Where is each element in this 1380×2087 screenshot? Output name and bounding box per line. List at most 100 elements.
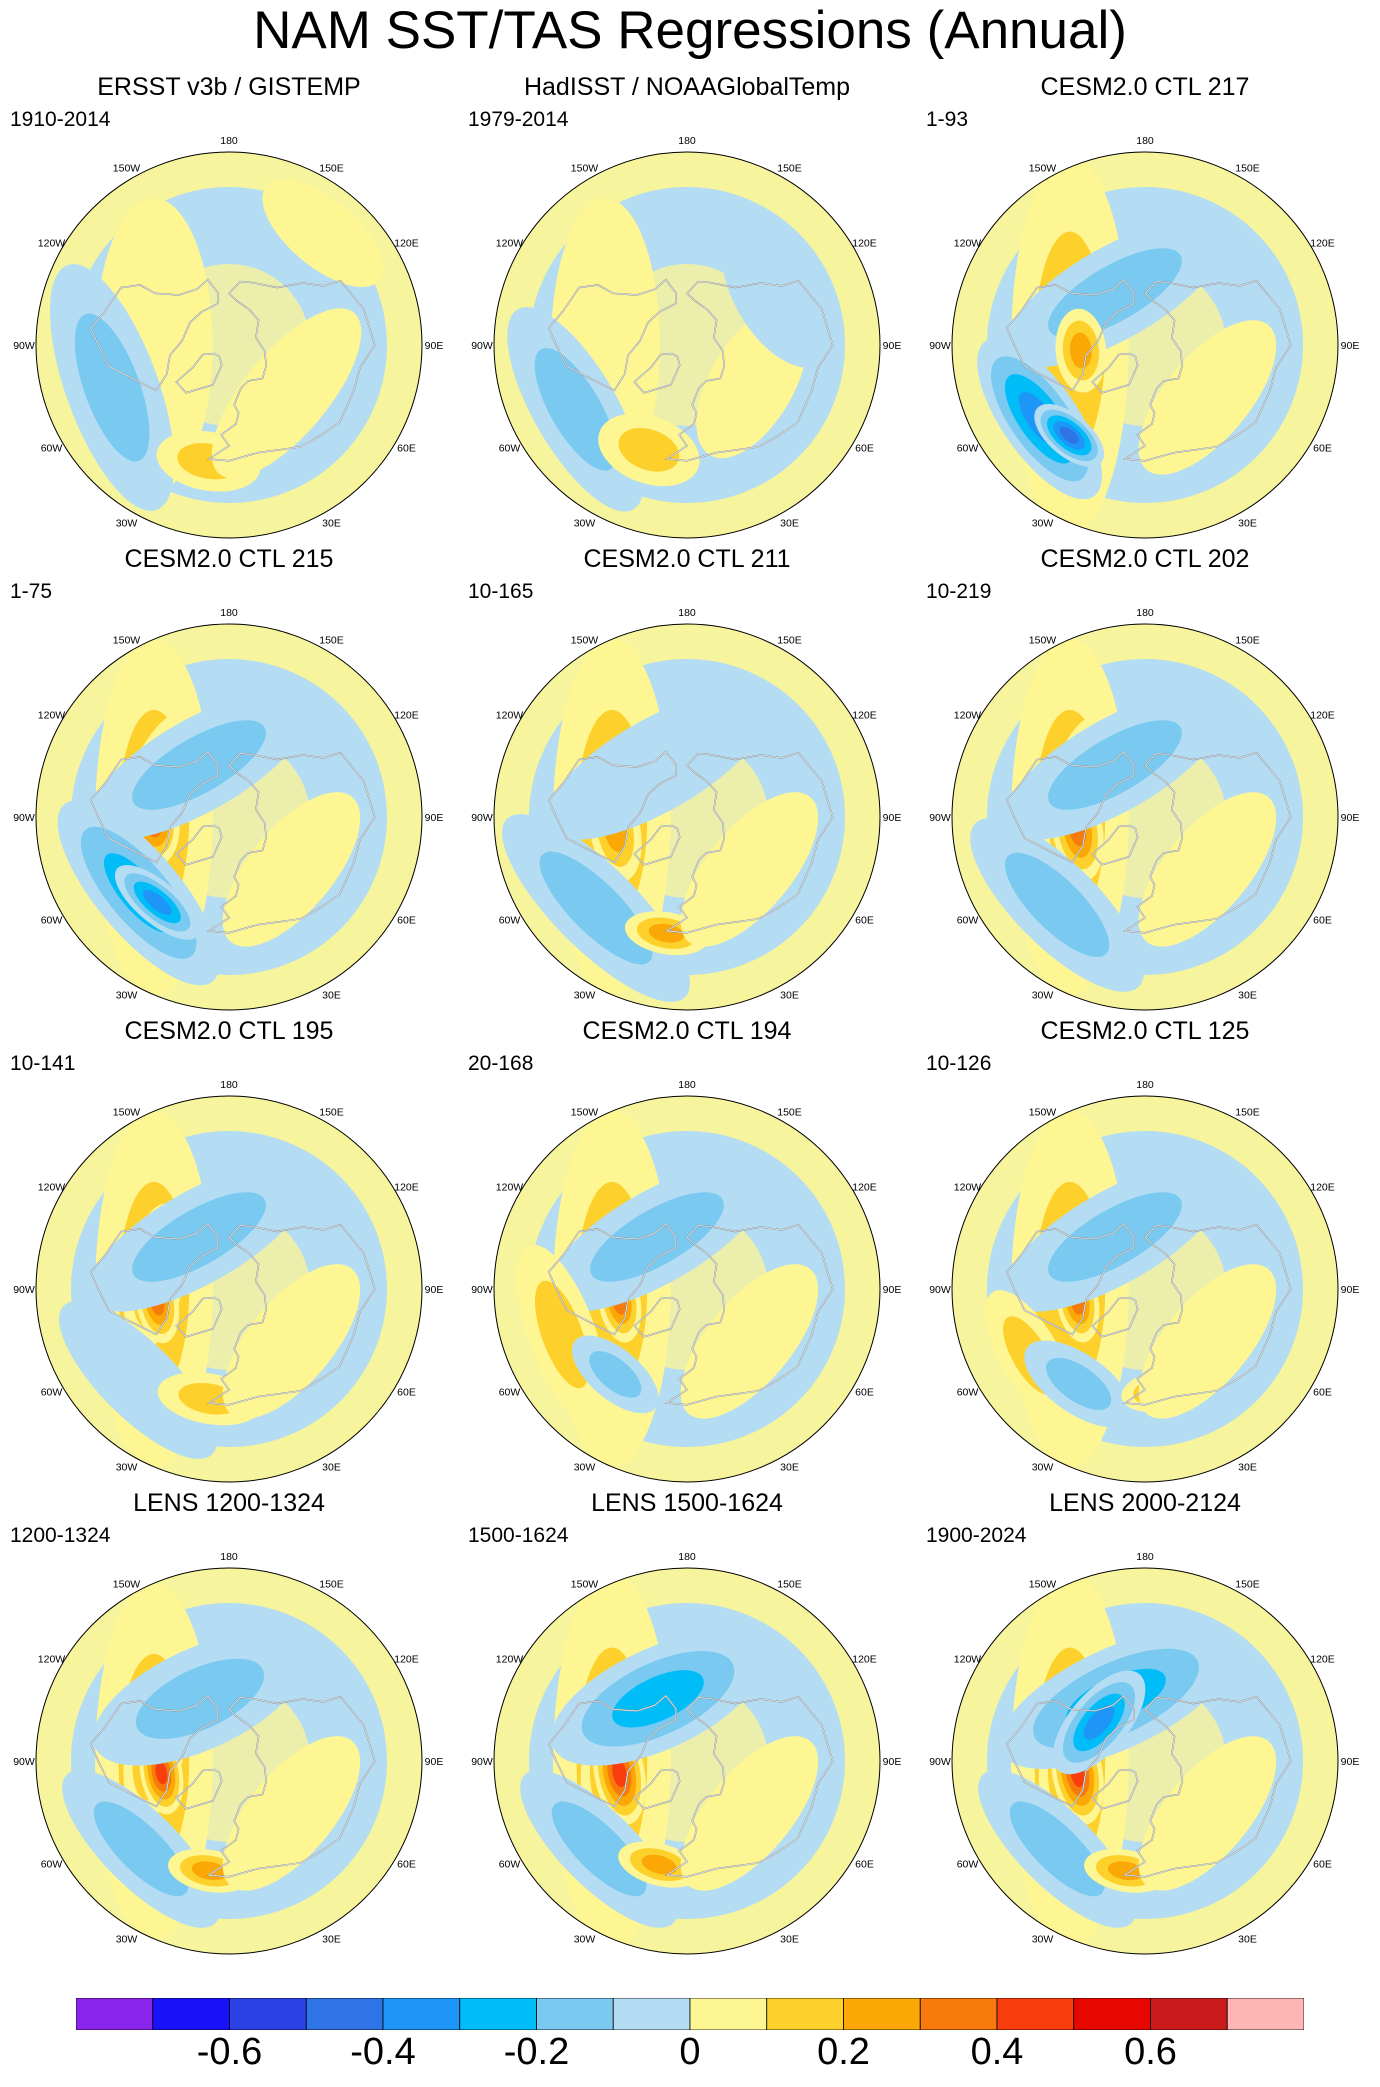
longitude-label: 150W	[571, 1107, 599, 1119]
longitude-label: 30E	[1238, 518, 1257, 530]
colorbar-swatch	[689, 1998, 768, 2030]
anomaly-contour	[1048, 1192, 1182, 1282]
longitude-label: 60W	[957, 1859, 979, 1871]
anomaly-contour	[74, 313, 150, 462]
longitude-label: 120W	[496, 1182, 524, 1194]
longitude-label: 90E	[425, 1756, 444, 1768]
coastline	[1124, 1696, 1292, 1878]
longitude-label: 30E	[780, 990, 799, 1002]
coastline	[1124, 280, 1292, 462]
anomaly-contour	[1138, 320, 1277, 475]
longitude-label: 120E	[1310, 1654, 1335, 1666]
anomaly-contour	[618, 427, 680, 472]
longitude-label: 60E	[1313, 915, 1332, 927]
polar-map: 180150E120E90E60E30E030W60W90W120W150W	[471, 1079, 901, 1483]
longitude-label: 60E	[855, 443, 874, 455]
colorbar-swatch	[1150, 1998, 1228, 2030]
longitude-label: 180	[220, 1551, 238, 1563]
longitude-label: 150W	[571, 1579, 599, 1591]
panel-period: 1900-2024	[926, 1524, 1027, 1547]
coastline	[175, 1769, 223, 1810]
coastline	[208, 1224, 376, 1406]
map-panel: CESM2.0 CTL 202180150E120E90E60E30E030W6…	[916, 544, 1374, 1016]
longitude-label: 30E	[322, 1462, 341, 1474]
coastline	[633, 825, 681, 866]
longitude-label: 90W	[929, 812, 951, 824]
longitude-label: 150E	[319, 1107, 344, 1119]
longitude-label: 120W	[954, 1654, 982, 1666]
anomaly-contour	[680, 1736, 819, 1891]
colorbar-swatch	[459, 1998, 537, 2030]
longitude-label: 120E	[394, 710, 419, 722]
longitude-label: 60E	[1313, 1859, 1332, 1871]
map-boundary	[951, 1567, 1339, 1955]
longitude-label: 150E	[1235, 635, 1260, 647]
coastline	[90, 751, 219, 863]
longitude-label: 90W	[13, 340, 35, 352]
anomaly-contour	[143, 889, 172, 915]
longitude-label: 90W	[471, 340, 493, 352]
longitude-label: 120W	[496, 710, 524, 722]
coastline	[1006, 1223, 1135, 1335]
anomaly-contour	[1083, 1705, 1115, 1740]
anomaly-contour	[680, 792, 819, 947]
coastline	[208, 1696, 376, 1878]
longitude-label: 120E	[394, 1654, 419, 1666]
coastline	[666, 1224, 834, 1406]
panel-title: LENS 1500-1624	[591, 1489, 783, 1517]
longitude-label: 120E	[852, 710, 877, 722]
coastline	[1006, 279, 1135, 391]
colorbar-swatch	[1073, 1998, 1151, 2030]
panel-period: 1-75	[10, 580, 53, 603]
longitude-label: 60E	[855, 915, 874, 927]
map-panel: CESM2.0 CTL 215180150E120E90E60E30E030W6…	[0, 544, 458, 1016]
longitude-label: 90W	[13, 1756, 35, 1768]
map-boundary	[493, 623, 881, 1011]
longitude-label: 30W	[574, 990, 596, 1002]
colorbar-swatch	[996, 1998, 1075, 2030]
coastline	[548, 1695, 677, 1807]
map-panel: ERSST v3b / GISTEMP180150E120E90E60E30E0…	[0, 72, 458, 544]
longitude-label: 30E	[322, 990, 341, 1002]
colorbar-swatch	[305, 1998, 384, 2030]
panel-period: 1910-2014	[10, 108, 111, 131]
anomaly-contour	[262, 179, 384, 288]
anomaly-contour	[1004, 852, 1110, 958]
coastline	[1124, 1224, 1292, 1406]
map-boundary	[35, 623, 423, 1011]
polar-map: 180150E120E90E60E30E030W60W90W120W150W	[929, 1551, 1359, 1955]
longitude-label: 60W	[41, 443, 63, 455]
panel-title: CESM2.0 CTL 195	[124, 1017, 334, 1045]
longitude-label: 150W	[571, 635, 599, 647]
coastline	[548, 751, 677, 863]
longitude-label: 180	[1136, 1551, 1154, 1563]
anomaly-contour	[648, 923, 685, 943]
longitude-label: 60W	[499, 1859, 521, 1871]
map-boundary	[35, 1095, 423, 1483]
longitude-label: 90E	[883, 1756, 902, 1768]
anomaly-contour	[589, 1351, 642, 1398]
longitude-label: 30E	[780, 1462, 799, 1474]
longitude-label: 30W	[1032, 1462, 1054, 1474]
colorbar-swatch	[152, 1998, 230, 2030]
anomaly-contour	[1059, 426, 1079, 444]
anomaly-contour	[1138, 792, 1277, 947]
polar-map: 180150E120E90E60E30E030W60W90W120W150W	[13, 607, 443, 1011]
longitude-label: 60W	[499, 1387, 521, 1399]
longitude-label: 60W	[957, 915, 979, 927]
anomaly-contour	[1009, 1801, 1105, 1897]
longitude-label: 180	[1136, 607, 1154, 619]
longitude-label: 180	[1136, 1079, 1154, 1091]
anomaly-contour	[721, 215, 838, 368]
polar-map: 180150E120E90E60E30E030W60W90W120W150W	[929, 607, 1359, 1011]
longitude-label: 180	[220, 135, 238, 147]
map-boundary	[493, 1567, 881, 1955]
polar-map: 180150E120E90E60E30E030W60W90W120W150W	[929, 135, 1359, 539]
longitude-label: 150E	[777, 163, 802, 175]
anomaly-contour	[211, 308, 362, 479]
panel-period: 20-168	[468, 1052, 534, 1075]
longitude-label: 90W	[13, 1284, 35, 1296]
coastline	[90, 279, 219, 391]
longitude-label: 150W	[113, 1107, 141, 1119]
map-boundary	[35, 151, 423, 539]
